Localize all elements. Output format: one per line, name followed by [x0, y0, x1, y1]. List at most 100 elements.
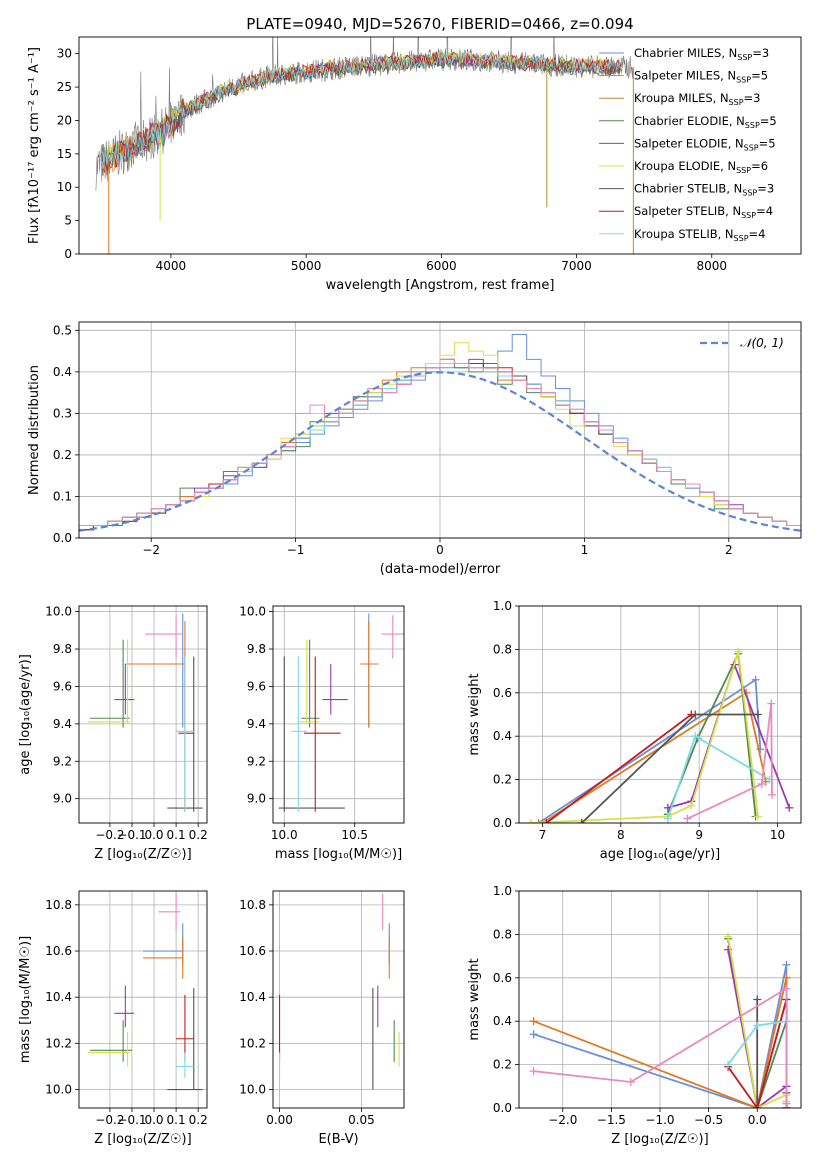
- errorbar-point: [87, 639, 130, 724]
- legend-label-main: Chabrier STELIB, N: [634, 182, 742, 196]
- panel-spectrum: 4000 5000 6000 7000 8000 0 5 10 15 20 25 30 waveleng…: [27, 36, 802, 293]
- y-tick-label: 15: [57, 147, 72, 161]
- weight-marker: [782, 973, 791, 982]
- x-tick-label: −0.5: [694, 1113, 723, 1127]
- y-tick-label: 10.0: [239, 605, 266, 619]
- y-tick-label: 0.8: [493, 642, 512, 656]
- weight-marker: [753, 710, 762, 719]
- x-tick-label: −0.2: [95, 828, 124, 842]
- axes-decor: 7 8 9 10 0.0 0.2 0.4 0.6 0.8 1.0 age [log₁₀(age/yr…: [467, 599, 802, 862]
- plot-area: [95, 37, 634, 254]
- panel-age-vs-metallicity: −0.2−0.10.0 0.1 0.2 9.0 9.2 9.4 9.6 9.8 10.0 Z [l…: [18, 605, 208, 862]
- errorbar-point: [298, 639, 320, 724]
- x-axis-label: Z [log₁₀(Z/Z☉)]: [94, 1132, 191, 1147]
- legend-label-tail: =6: [751, 159, 768, 173]
- y-tick-label: 0.4: [493, 729, 512, 743]
- legend-label: 𝒩(0, 1): [740, 336, 784, 350]
- errorbar-point: [278, 656, 345, 812]
- y-tick-label: 1.0: [493, 599, 512, 613]
- legend-label-tail: =3: [744, 91, 761, 105]
- weight-marker: [534, 819, 543, 823]
- figure-title: PLATE=0940, MJD=52670, FIBERID=0466, z=0…: [246, 15, 633, 33]
- weight-marker: [663, 814, 672, 823]
- legend-label-tail: =3: [757, 182, 774, 196]
- plot-area: [529, 932, 791, 1108]
- y-tick-label: 0.0: [53, 531, 72, 545]
- errorbar-point: [301, 639, 320, 728]
- weight-series: [683, 699, 777, 823]
- legend-label: Kroupa ELODIE, NSSP=6: [634, 159, 768, 175]
- x-axis-label: wavelength [Angstrom, rest frame]: [326, 278, 555, 293]
- legend-label-main: Kroupa MILES, N: [634, 91, 729, 105]
- panel-weight-vs-metallicity: −2.0 −1.5 −1.0 −0.5 0.0 0.0 0.2 0.4 0.6 0.8 1.0 Z […: [467, 884, 802, 1147]
- weight-marker: [753, 812, 762, 821]
- weight-series: [529, 984, 791, 1108]
- x-axis-label: age [log₁₀(age/yr)]: [600, 847, 721, 862]
- x-tick-label: 0.0: [144, 828, 163, 842]
- axes-decor: 0.00 0.05 10.0 10.2 10.4 10.6 10.8 E(B-V): [239, 890, 405, 1147]
- y-tick-label: 9.0: [247, 792, 266, 806]
- y-tick-label: 10.2: [45, 1036, 72, 1050]
- weight-marker: [529, 1030, 538, 1039]
- x-tick-label: 0.1: [167, 828, 186, 842]
- weight-marker: [683, 814, 692, 823]
- legend-label-sub: SSP: [744, 143, 759, 152]
- x-tick-label: 0: [436, 543, 444, 557]
- y-tick-label: 9.2: [53, 754, 72, 768]
- x-tick-label: 0.0: [144, 1113, 163, 1127]
- y-tick-label: 10.6: [45, 944, 72, 958]
- weight-marker: [577, 819, 586, 823]
- axes-frame: [78, 36, 802, 255]
- legend-label-tail: =3: [752, 46, 769, 60]
- errorbar-point: [176, 1052, 194, 1078]
- plot-area: [278, 893, 400, 1090]
- y-tick-label: 0.6: [493, 971, 512, 985]
- legend-label: Kroupa STELIB, NSSP=4: [634, 227, 765, 243]
- weight-series: [542, 710, 696, 823]
- y-axis-label: mass weight: [467, 958, 482, 1040]
- weight-marker: [687, 801, 696, 810]
- axes-decor: −2 −1 0 1 2 0.0 0.1 0.2 0.3 0.4 0.5 (data-model)/er…: [27, 321, 802, 577]
- y-tick-label: 0.8: [493, 927, 512, 941]
- normal-curve: [79, 371, 801, 532]
- x-tick-label: −0.1: [117, 1113, 146, 1127]
- legend-label: Chabrier MILES, NSSP=3: [634, 46, 769, 62]
- y-tick-label: 30: [57, 47, 72, 61]
- weight-marker: [768, 790, 777, 799]
- errorbar-point: [114, 663, 135, 715]
- x-axis-label: Z [log₁₀(Z/Z☉)]: [94, 847, 191, 862]
- errorbar-point: [87, 1031, 130, 1067]
- x-tick-label: −1.0: [645, 1113, 674, 1127]
- weight-series: [663, 732, 774, 823]
- legend-label-main: Salpeter STELIB, N: [634, 204, 741, 218]
- y-tick-label: 0.0: [493, 816, 512, 830]
- legend-label-main: Chabrier ELODIE, N: [634, 114, 745, 128]
- y-axis-label: Flux [fλ10⁻¹⁷ erg cm⁻² s⁻¹ A⁻¹]: [27, 47, 42, 244]
- weight-marker: [767, 699, 776, 708]
- axes-frame: [78, 321, 802, 539]
- errorbar-point: [143, 937, 184, 979]
- axes-decor: −0.2−0.10.0 0.1 0.2 9.0 9.2 9.4 9.6 9.8 10.0 Z [l…: [18, 605, 208, 862]
- x-tick-label: 0.2: [189, 1113, 208, 1127]
- errorbar-point: [90, 1020, 132, 1062]
- weight-line: [545, 713, 692, 823]
- axes-frame: [78, 890, 208, 1109]
- weight-marker: [753, 1021, 762, 1030]
- weight-marker: [753, 1104, 762, 1108]
- weight-marker: [691, 732, 700, 741]
- legend-label-sub: SSP: [736, 166, 751, 175]
- x-axis-label: mass [log₁₀(M/M☉)]: [275, 847, 402, 862]
- legend-label-tail: =5: [759, 136, 776, 150]
- y-axis-label: mass weight: [467, 673, 482, 755]
- panel-mass-vs-metallicity: −0.2−0.10.0 0.1 0.2 10.0 10.2 10.4 10.6 10.8 Z […: [18, 890, 208, 1147]
- y-tick-label: 10.8: [239, 898, 266, 912]
- plot-area: [79, 333, 801, 538]
- x-tick-label: −2.0: [548, 1113, 577, 1127]
- axes-decor: 10.0 10.5 9.0 9.2 9.4 9.6 9.8 10.0 mass [log₁₀(M…: [239, 605, 405, 862]
- y-axis-label: Normed distribution: [27, 365, 42, 495]
- errorbar-point: [291, 656, 307, 812]
- x-axis-label: Z [log₁₀(Z/Z☉)]: [611, 1132, 708, 1147]
- weight-marker: [529, 1067, 538, 1076]
- y-tick-label: 5: [64, 214, 72, 228]
